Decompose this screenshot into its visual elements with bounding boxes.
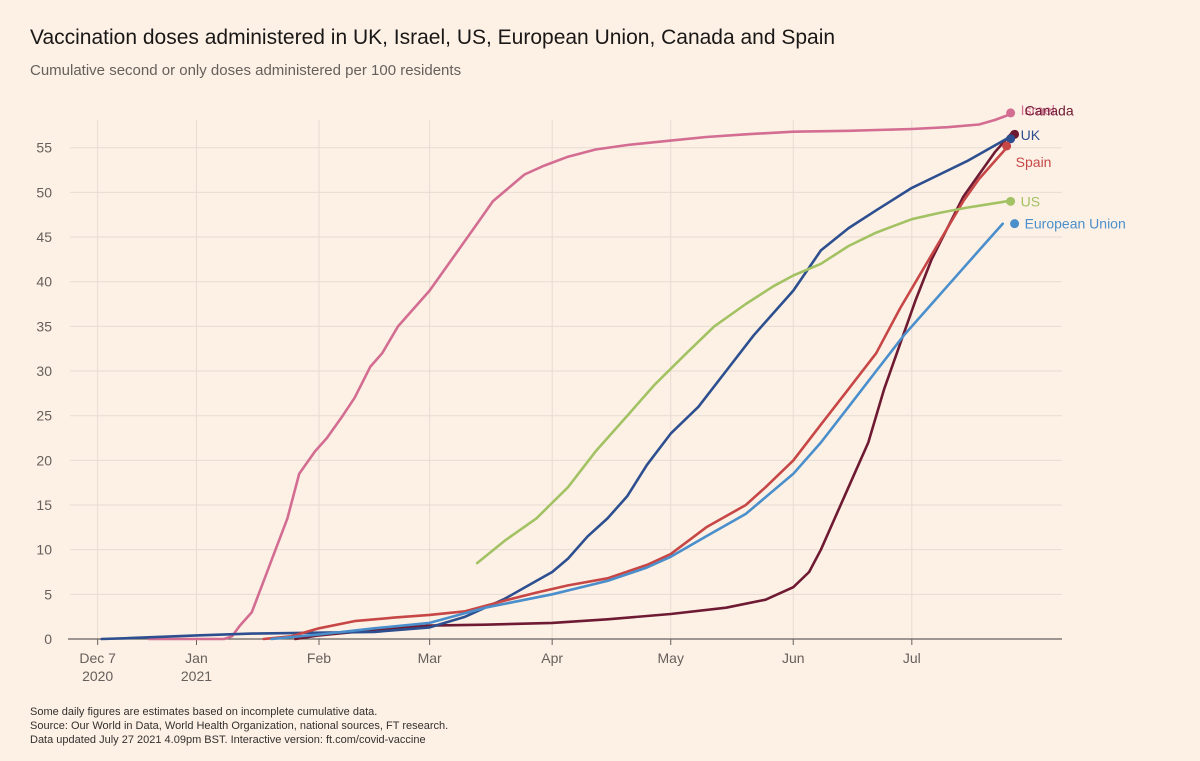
- series-label-israel: Israel: [1021, 102, 1055, 118]
- end-dot-spain: [1002, 141, 1012, 151]
- y-tick-label: 25: [36, 408, 52, 424]
- y-tick-label: 20: [36, 452, 52, 468]
- y-tick-label: 10: [36, 542, 52, 558]
- x-tick-label-year: 2021: [181, 668, 212, 684]
- series-line-uk: [100, 137, 1008, 641]
- series-label-uk: UK: [1021, 127, 1041, 143]
- x-tick-label: Jan: [185, 650, 208, 666]
- x-tick-label: Apr: [541, 650, 563, 666]
- series-label-european-union: European Union: [1025, 216, 1126, 232]
- x-tick-label: Feb: [307, 650, 331, 666]
- x-tick-label: Mar: [418, 650, 442, 666]
- end-dot-israel: [1006, 108, 1016, 118]
- footer-source: Source: Our World in Data, World Health …: [30, 720, 449, 732]
- x-tick-label: Jul: [903, 650, 921, 666]
- x-tick-label: Dec 7: [79, 650, 116, 666]
- x-tick-label: Jun: [782, 650, 805, 666]
- series-label-us: US: [1021, 193, 1040, 209]
- y-tick-label: 40: [36, 274, 52, 290]
- end-dot-european-union: [1010, 219, 1020, 229]
- y-tick-label: 5: [44, 586, 52, 602]
- y-tick-label: 30: [36, 363, 52, 379]
- chart-subtitle: Cumulative second or only doses administ…: [30, 62, 462, 79]
- y-tick-label: 0: [44, 631, 52, 647]
- end-dot-us: [1006, 196, 1016, 206]
- y-tick-label: 55: [36, 140, 52, 156]
- footer-note: Some daily figures are estimates based o…: [30, 706, 378, 718]
- x-tick-label-year: 2020: [82, 668, 113, 684]
- y-tick-label: 35: [36, 318, 52, 334]
- end-dot-uk: [1006, 134, 1016, 144]
- series-line-us: [475, 200, 1008, 565]
- series-label-canada: Canada: [1025, 102, 1074, 118]
- y-tick-label: 45: [36, 229, 52, 245]
- series-line-spain: [262, 146, 1008, 641]
- chart-title: Vaccination doses administered in UK, Is…: [30, 26, 836, 49]
- chart-footer: Some daily figures are estimates based o…: [30, 705, 448, 747]
- series-line-european-union: [270, 222, 1004, 641]
- line-chart: 0 5 10 15 20 25 30 35 40 45 50 55 Dec 7 2020 Jan 2021 Fe…: [36, 102, 1126, 684]
- series-label-spain: Spain: [1016, 154, 1052, 170]
- series-line-israel: [147, 114, 1008, 641]
- footer-updated: Data updated July 27 2021 4.09pm BST. In…: [30, 734, 426, 746]
- y-tick-label: 50: [36, 184, 52, 200]
- y-tick-label: 15: [36, 497, 52, 513]
- x-tick-label: May: [658, 650, 684, 666]
